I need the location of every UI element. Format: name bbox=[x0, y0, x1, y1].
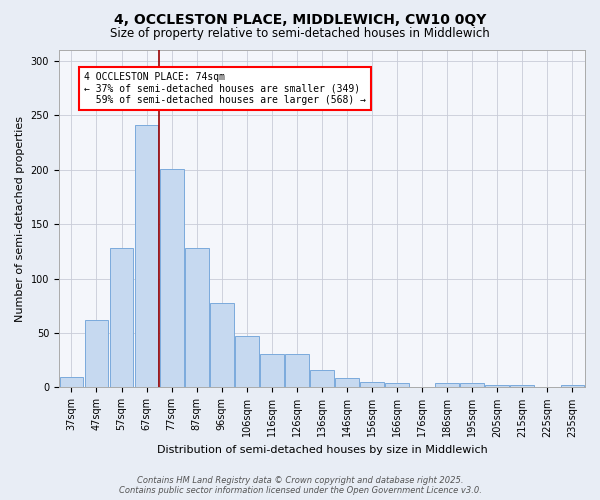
Text: Size of property relative to semi-detached houses in Middlewich: Size of property relative to semi-detach… bbox=[110, 28, 490, 40]
Bar bbox=[560, 386, 584, 388]
Bar bbox=[335, 378, 359, 388]
Bar bbox=[134, 125, 158, 388]
Bar bbox=[85, 320, 109, 388]
Text: Contains HM Land Registry data © Crown copyright and database right 2025.
Contai: Contains HM Land Registry data © Crown c… bbox=[119, 476, 481, 495]
Bar bbox=[59, 376, 83, 388]
Bar bbox=[160, 168, 184, 388]
Bar bbox=[460, 383, 484, 388]
Text: 4 OCCLESTON PLACE: 74sqm
← 37% of semi-detached houses are smaller (349)
  59% o: 4 OCCLESTON PLACE: 74sqm ← 37% of semi-d… bbox=[84, 72, 366, 105]
Bar bbox=[285, 354, 309, 388]
Bar bbox=[260, 354, 284, 388]
X-axis label: Distribution of semi-detached houses by size in Middlewich: Distribution of semi-detached houses by … bbox=[157, 445, 487, 455]
Bar bbox=[235, 336, 259, 388]
Bar bbox=[436, 383, 459, 388]
Text: 4, OCCLESTON PLACE, MIDDLEWICH, CW10 0QY: 4, OCCLESTON PLACE, MIDDLEWICH, CW10 0QY bbox=[114, 12, 486, 26]
Bar bbox=[110, 248, 133, 388]
Bar bbox=[385, 383, 409, 388]
Bar bbox=[360, 382, 384, 388]
Bar bbox=[185, 248, 209, 388]
Bar bbox=[210, 302, 233, 388]
Bar bbox=[485, 386, 509, 388]
Y-axis label: Number of semi-detached properties: Number of semi-detached properties bbox=[15, 116, 25, 322]
Bar bbox=[310, 370, 334, 388]
Bar bbox=[511, 386, 534, 388]
